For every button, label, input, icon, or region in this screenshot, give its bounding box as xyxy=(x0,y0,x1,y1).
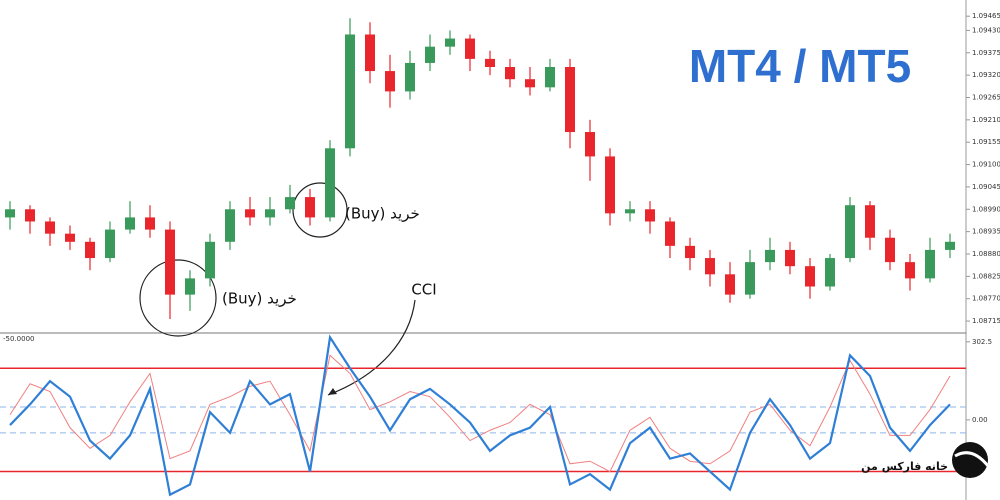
candle-body xyxy=(285,197,295,210)
y-tick-label: 1.09430 xyxy=(972,26,1000,34)
annotation: (Buy) خرید xyxy=(222,290,297,308)
candle-body xyxy=(885,237,895,263)
big-title: MT4 / MT5 xyxy=(689,40,911,92)
arrow xyxy=(327,299,416,396)
y-tick-label: 1.08990 xyxy=(972,205,1000,213)
candle-body xyxy=(345,34,355,149)
candle-body xyxy=(625,209,635,214)
legend-label: CCI xyxy=(411,281,436,299)
candle-body xyxy=(665,221,675,246)
candle-body xyxy=(85,241,95,259)
candle-body xyxy=(685,245,695,259)
y-tick-label: 1.09465 xyxy=(972,12,1000,20)
candle-body xyxy=(825,258,835,287)
candle-body xyxy=(205,241,215,279)
candle-body xyxy=(65,233,75,242)
cci-line xyxy=(9,334,951,497)
candle-body xyxy=(565,67,575,133)
candle-body xyxy=(405,62,415,92)
candle-body xyxy=(105,229,115,259)
highlight-circle xyxy=(292,182,348,238)
candle-body xyxy=(305,197,315,218)
candle-body xyxy=(265,209,275,218)
candle-body xyxy=(765,249,775,263)
highlight-circle xyxy=(139,259,217,337)
candle-body xyxy=(725,274,735,295)
candle-body xyxy=(845,205,855,259)
y-tick-label: 1.09265 xyxy=(972,93,1000,101)
candle-body xyxy=(805,266,815,287)
candle-body xyxy=(165,229,175,295)
y-tick-label: 1.09045 xyxy=(972,183,1000,191)
candle-body xyxy=(525,79,535,88)
candle-body xyxy=(425,46,435,63)
candle-body xyxy=(325,148,335,218)
candle-body xyxy=(705,258,715,275)
candle-body xyxy=(905,262,915,279)
candle-body xyxy=(445,38,455,47)
y-tick-label: 1.08715 xyxy=(972,317,1000,325)
candle-body xyxy=(365,34,375,72)
candle-body xyxy=(5,209,15,218)
y-tick-label: 1.08770 xyxy=(972,295,1000,303)
y-tick-label: 0.00 xyxy=(972,416,988,424)
candle-body xyxy=(45,221,55,234)
indicator-params: -50.0000 xyxy=(3,335,34,343)
candle-body xyxy=(585,132,595,157)
candle-body xyxy=(25,209,35,222)
logo-swoosh xyxy=(954,451,990,467)
y-tick-label: 302.5 xyxy=(972,338,992,346)
candle-body xyxy=(225,209,235,242)
y-tick-label: 1.09210 xyxy=(972,116,1000,124)
candle-body xyxy=(125,217,135,230)
candle-body xyxy=(385,71,395,92)
y-tick-label: 1.08825 xyxy=(972,272,1000,280)
arrow-head xyxy=(328,388,337,395)
candle-body xyxy=(865,205,875,238)
y-tick-label: 1.09375 xyxy=(972,49,1000,57)
candle-body xyxy=(485,58,495,68)
candle-body xyxy=(645,209,655,222)
logo-text: خانه فارکس من xyxy=(861,460,948,473)
y-tick-label: 1.09320 xyxy=(972,71,1000,79)
candle-body xyxy=(545,67,555,88)
y-tick-label: 1.09100 xyxy=(972,161,1000,169)
annotation: (Buy) خرید xyxy=(345,205,420,223)
candle-body xyxy=(245,209,255,218)
candle-body xyxy=(505,67,515,80)
candle-body xyxy=(945,241,955,250)
candle-body xyxy=(785,249,795,267)
y-tick-label: 1.08880 xyxy=(972,250,1000,258)
candle-body xyxy=(745,262,755,295)
candle-body xyxy=(465,38,475,59)
logo: خانه فارکس من xyxy=(861,442,990,478)
candle-body xyxy=(185,278,195,295)
logo-icon xyxy=(952,442,988,478)
candle-body xyxy=(925,249,935,279)
y-tick-label: 1.08935 xyxy=(972,228,1000,236)
y-tick-label: 1.09155 xyxy=(972,138,1000,146)
candle-body xyxy=(605,156,615,214)
candle-body xyxy=(145,217,155,230)
